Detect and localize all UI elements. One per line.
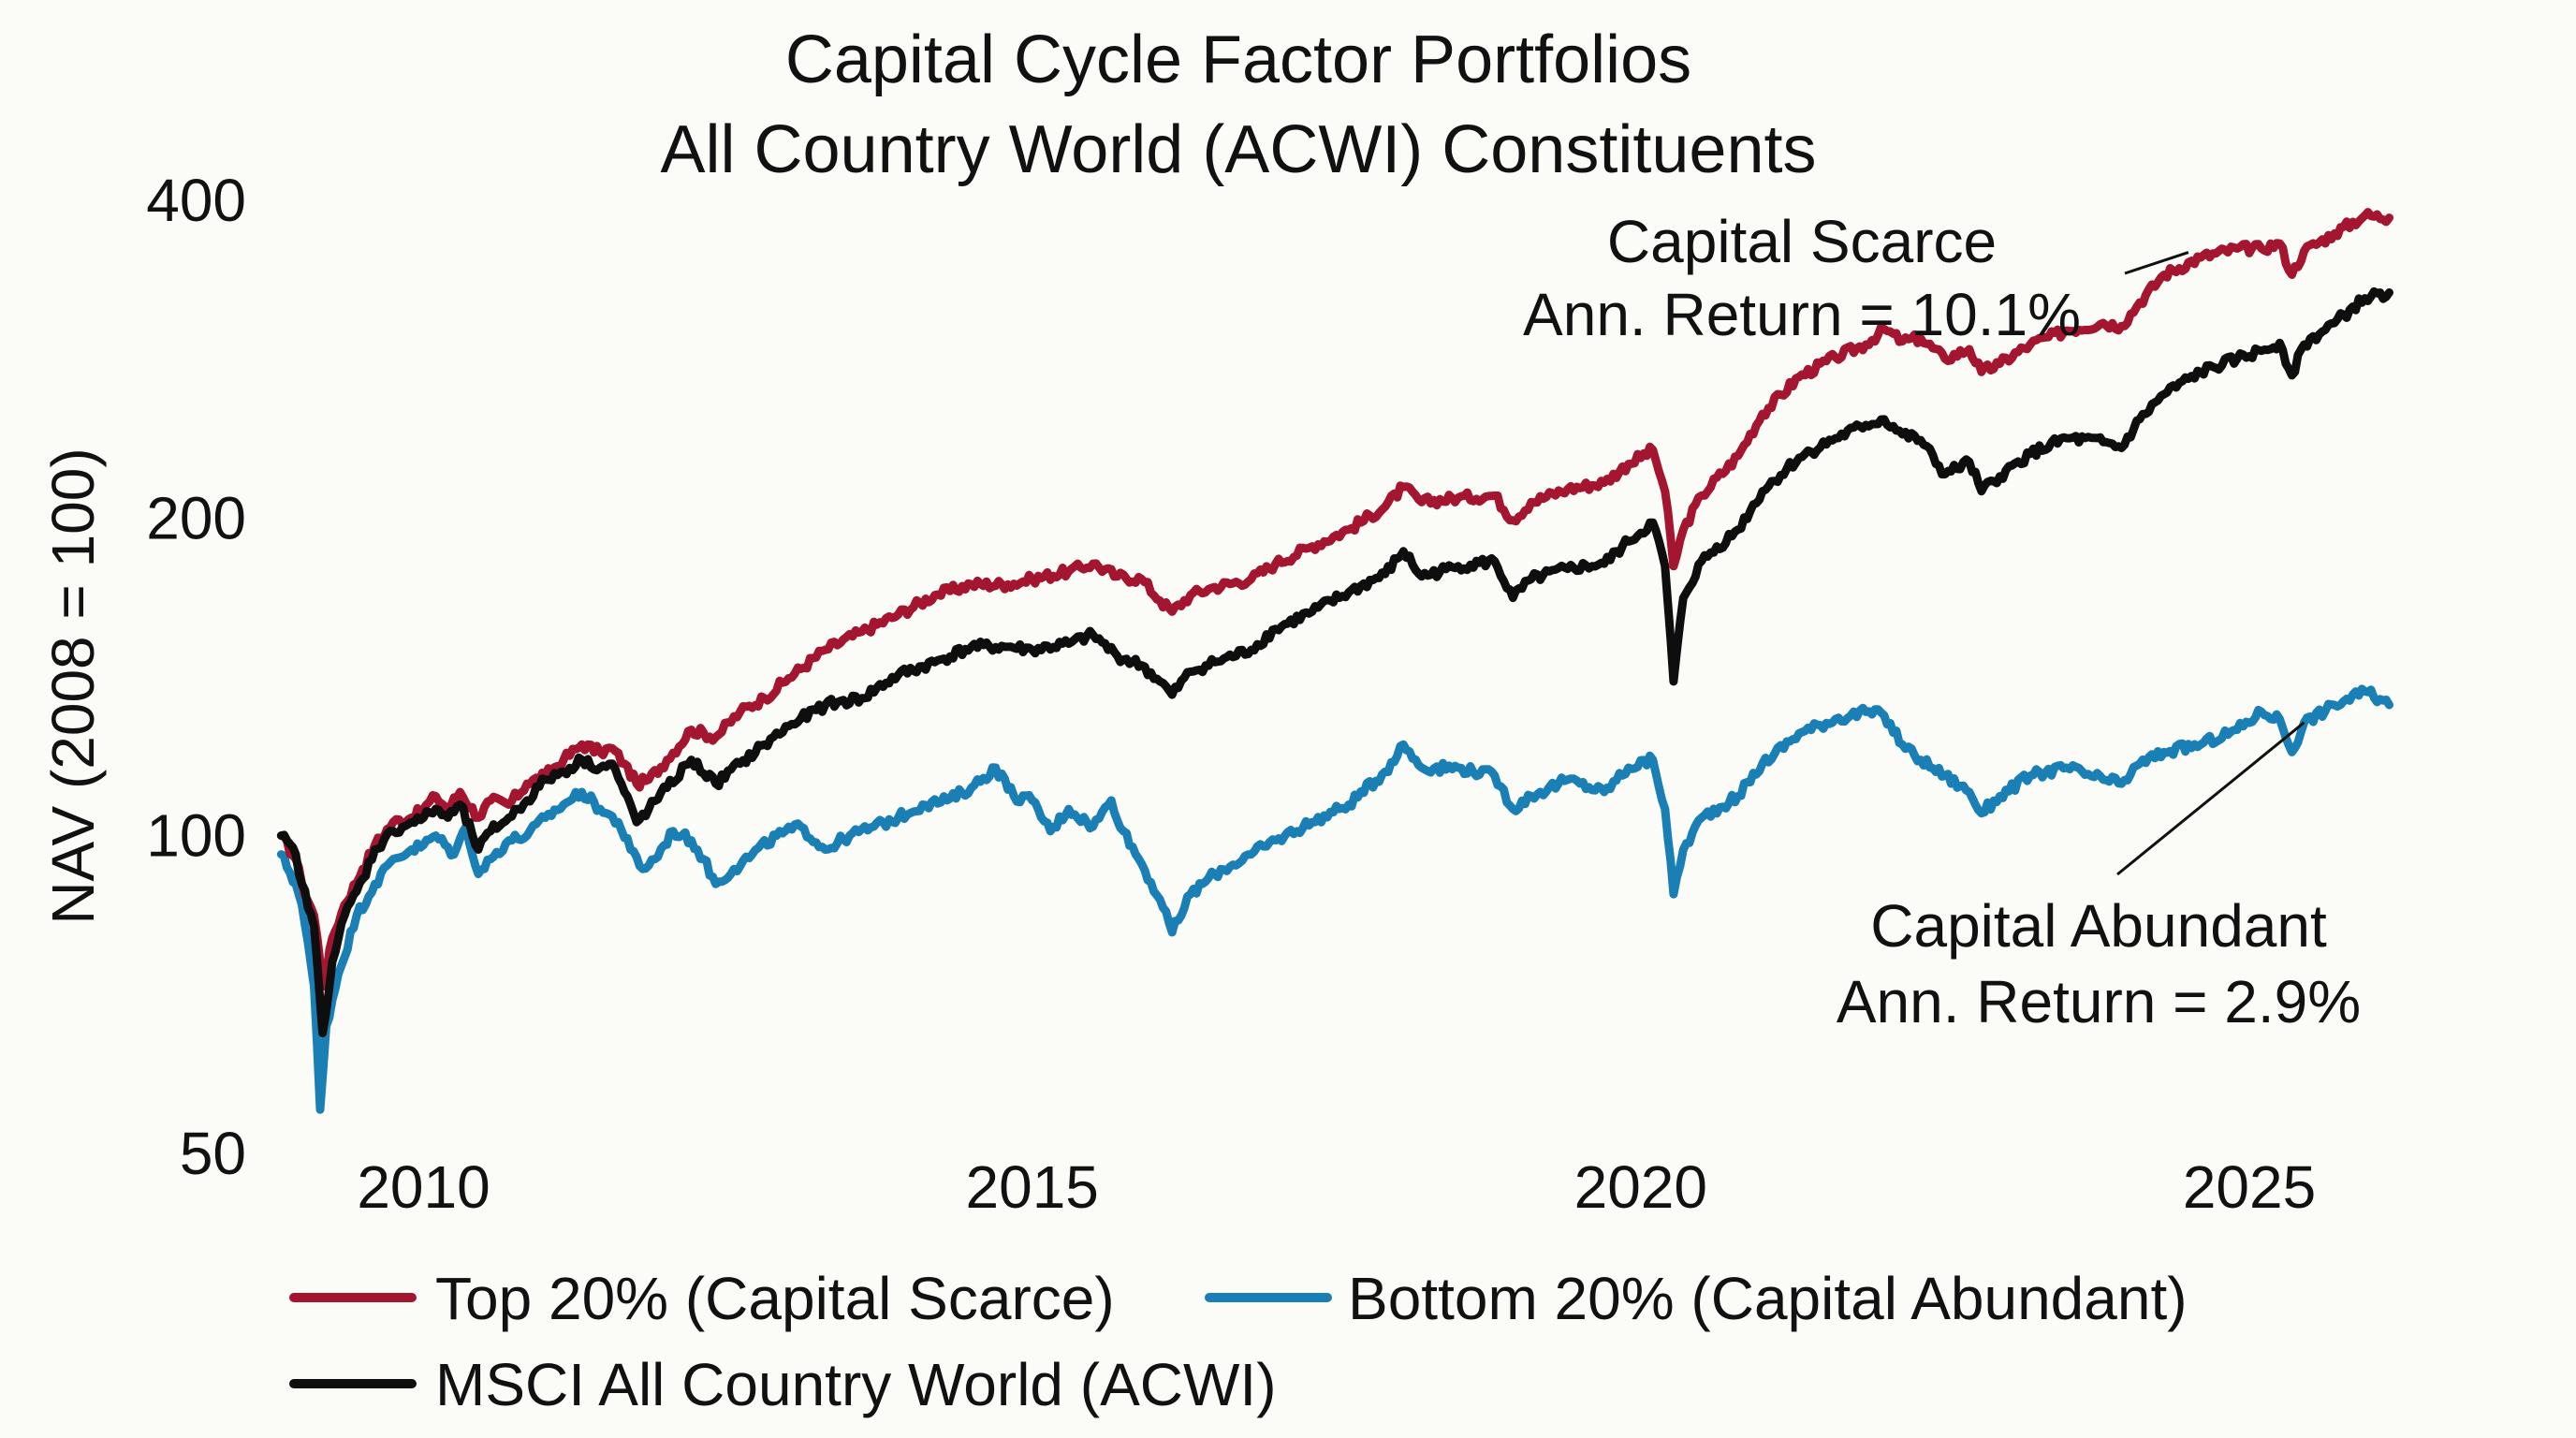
- chart-titles: Capital Cycle Factor Portfolios All Coun…: [660, 22, 1816, 187]
- y-tick-label-100: 100: [146, 802, 246, 870]
- series-line-abundant: [276, 684, 2393, 1114]
- plot-area: [276, 208, 2393, 1114]
- annotation-capital-abundant: Capital Abundant Ann. Return = 2.9%: [1837, 721, 2361, 1035]
- y-axis-label: NAV (2008 = 100): [39, 448, 107, 924]
- series-line-acwi: [276, 286, 2393, 1037]
- chart-title: Capital Cycle Factor Portfolios: [785, 22, 1691, 97]
- annotation-leader-scarce: [2124, 251, 2189, 275]
- x-tick-label-2010: 2010: [357, 1153, 490, 1221]
- annotation-leader-abundant: [2116, 721, 2305, 876]
- y-tick-label-200: 200: [146, 484, 246, 551]
- y-axis-ticks: 400 200 100 50: [146, 167, 246, 1187]
- y-tick-label-50: 50: [180, 1120, 246, 1187]
- legend: Top 20% (Capital Scarce) Bottom 20% (Cap…: [289, 1265, 2188, 1418]
- annotation-scarce-name: Capital Scarce: [1607, 208, 1997, 275]
- legend-label-abundant: Bottom 20% (Capital Abundant): [1348, 1265, 2188, 1332]
- y-tick-label-400: 400: [146, 167, 246, 234]
- legend-label-acwi: MSCI All Country World (ACWI): [435, 1351, 1277, 1418]
- annotation-abundant-name: Capital Abundant: [1870, 892, 2327, 960]
- legend-label-scarce: Top 20% (Capital Scarce): [435, 1265, 1115, 1332]
- legend-item-scarce: Top 20% (Capital Scarce): [289, 1265, 1115, 1332]
- x-tick-label-2025: 2025: [2183, 1153, 2316, 1221]
- annotation-scarce-return: Ann. Return = 10.1%: [1523, 281, 2081, 348]
- legend-item-abundant: Bottom 20% (Capital Abundant): [1205, 1265, 2188, 1332]
- legend-item-acwi: MSCI All Country World (ACWI): [289, 1351, 1277, 1418]
- series-line-scarce: [276, 208, 2393, 990]
- x-tick-label-2020: 2020: [1574, 1153, 1707, 1221]
- chart-subtitle: All Country World (ACWI) Constituents: [660, 112, 1816, 187]
- x-axis-ticks: 2010 2015 2020 2025: [357, 1153, 2316, 1221]
- annotation-abundant-return: Ann. Return = 2.9%: [1837, 968, 2361, 1035]
- x-tick-label-2015: 2015: [966, 1153, 1099, 1221]
- annotation-capital-scarce: Capital Scarce Ann. Return = 10.1%: [1523, 208, 2189, 348]
